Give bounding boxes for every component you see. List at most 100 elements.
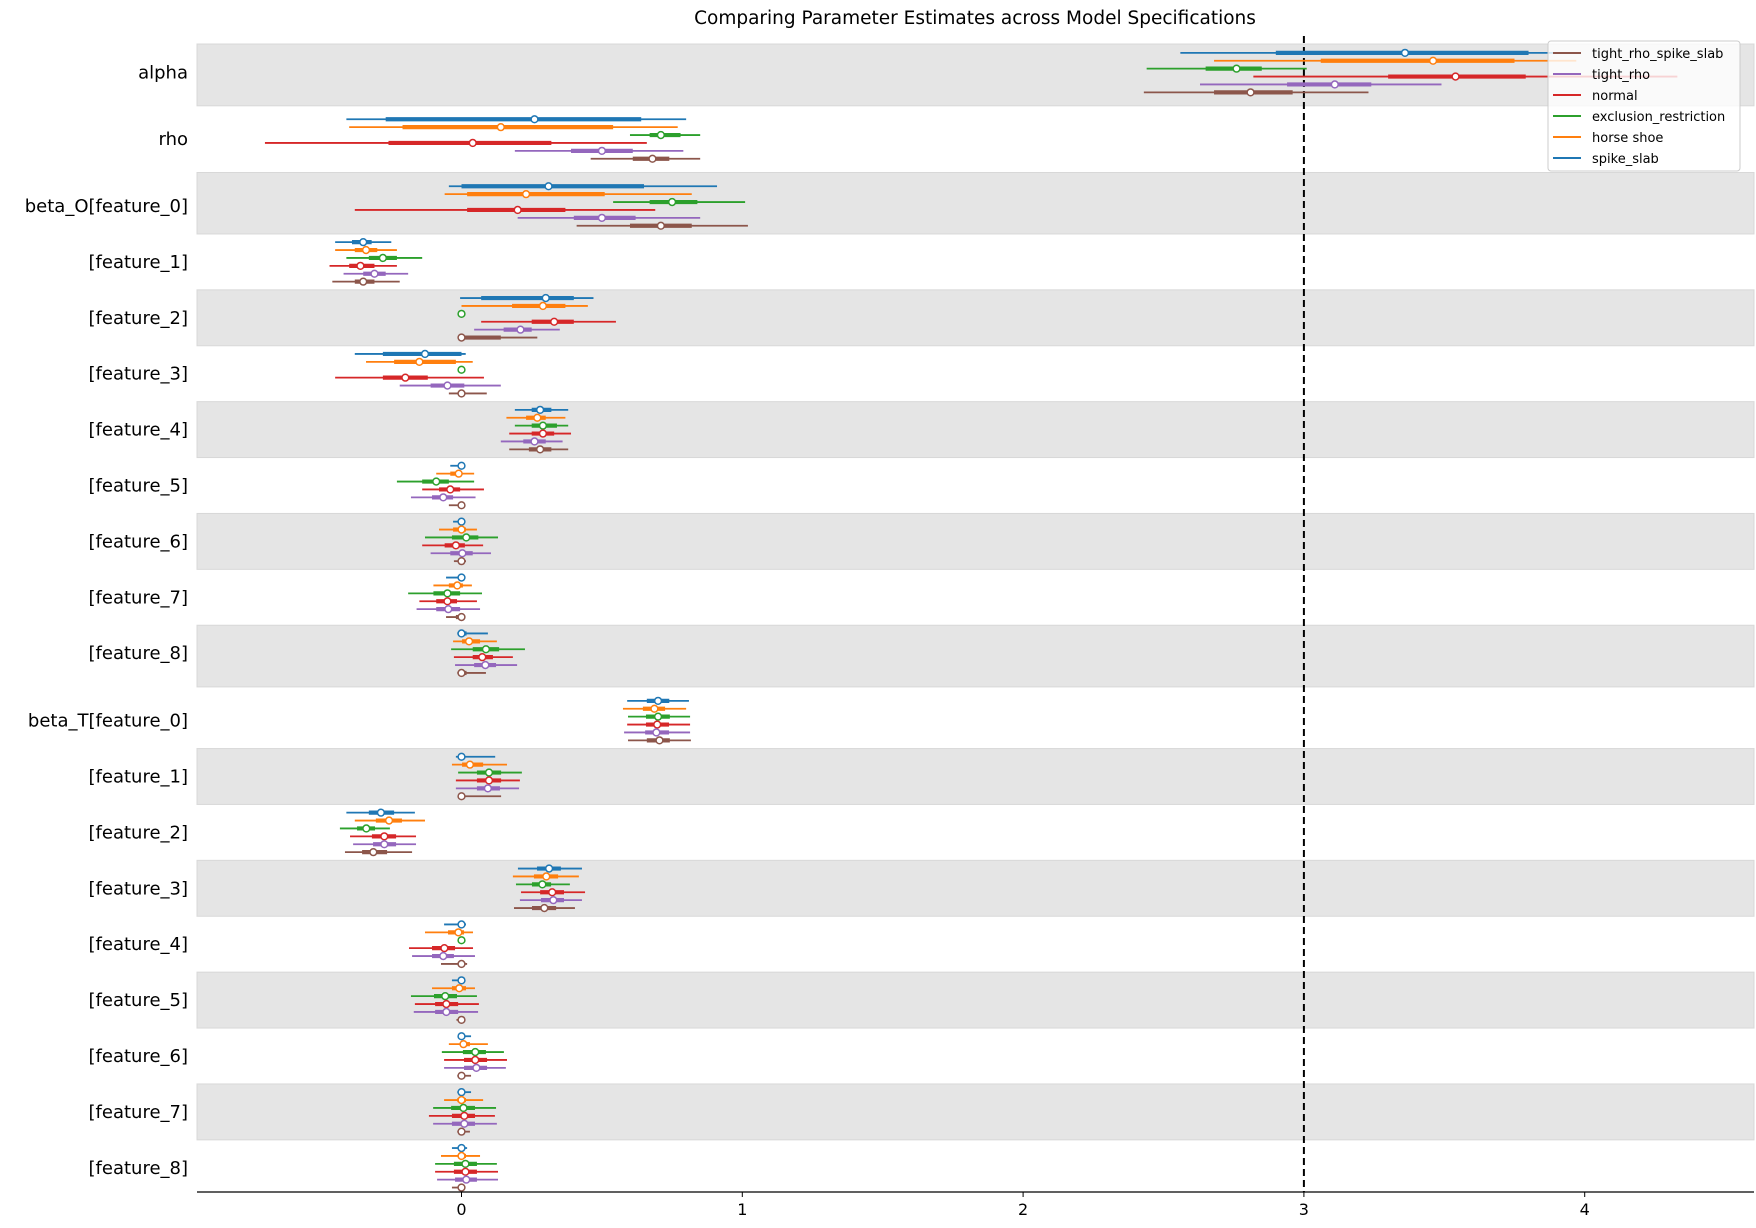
estimate-tight_rho	[430, 549, 491, 558]
median-point	[457, 629, 466, 638]
median-point	[655, 736, 664, 745]
parameter-label: [feature_1]	[89, 252, 188, 273]
estimate-horse-shoe	[439, 525, 477, 534]
estimate-exclusion_restriction	[457, 365, 466, 374]
estimate-horse-shoe	[441, 1151, 481, 1161]
estimate-tight_rho_spike_slab	[456, 1015, 466, 1024]
x-tick-label: 0	[456, 1200, 466, 1219]
estimate-spike_slab	[1180, 48, 1566, 57]
median-point	[457, 1071, 466, 1080]
median-point	[530, 115, 539, 124]
estimate-normal	[455, 776, 520, 785]
median-point	[484, 776, 494, 785]
median-point	[446, 485, 455, 494]
estimate-normal	[408, 944, 474, 953]
x-axis: 0 1 2 3 4	[197, 1191, 1754, 1219]
median-point	[457, 389, 466, 398]
median-point	[656, 221, 666, 230]
median-point	[542, 872, 551, 881]
median-point	[457, 333, 466, 342]
estimate-horse-shoe	[424, 928, 474, 937]
median-point	[530, 437, 539, 446]
estimate-exclusion_restriction	[410, 992, 477, 1001]
median-point	[468, 138, 477, 148]
median-point	[378, 253, 388, 263]
estimate-spike_slab	[450, 461, 466, 470]
median-point	[550, 317, 559, 326]
legend-item: exclusion_restriction	[1553, 110, 1725, 125]
row-band	[196, 289, 1755, 347]
estimate-spike_slab	[457, 629, 488, 638]
estimate-tight_rho	[413, 1007, 479, 1017]
median-point	[653, 720, 662, 729]
median-point	[444, 605, 453, 614]
median-point	[653, 712, 663, 721]
median-point	[455, 984, 464, 993]
median-point	[457, 752, 466, 761]
parameter-label: [feature_3]	[89, 364, 188, 385]
estimate-tight_rho	[514, 146, 684, 156]
estimate-tight_rho_spike_slab	[344, 848, 413, 857]
median-point	[369, 848, 378, 857]
estimate-horse-shoe	[461, 301, 588, 311]
estimate-tight_rho_spike_slab	[628, 736, 691, 745]
legend-label: tight_rho_spike_slab	[1592, 47, 1723, 62]
legend-label: tight_rho	[1592, 68, 1650, 83]
x-tick-label: 3	[1299, 1200, 1309, 1219]
estimate-normal	[414, 999, 479, 1009]
estimate-exclusion_restriction	[339, 824, 390, 833]
median-point	[461, 1167, 470, 1176]
median-point	[1246, 88, 1255, 97]
parameter-label: [feature_5]	[89, 990, 188, 1011]
estimate-exclusion_restriction	[435, 1159, 497, 1168]
median-point	[439, 493, 448, 502]
legend-item: horse shoe	[1553, 131, 1663, 146]
row-band	[196, 971, 1755, 1029]
median-point	[541, 293, 550, 303]
median-point	[465, 760, 475, 769]
estimate-tight_rho	[455, 660, 518, 670]
parameter-label: [feature_2]	[89, 822, 188, 843]
estimate-exclusion_restriction	[441, 1047, 504, 1057]
estimate-normal	[428, 1111, 495, 1120]
parameter-label: [feature_8]	[89, 643, 188, 664]
parameter-label: beta_O[feature_0]	[25, 196, 188, 217]
estimate-tight_rho_spike_slab	[332, 277, 400, 286]
median-point	[443, 381, 452, 390]
median-point	[359, 238, 368, 247]
median-point	[538, 880, 547, 889]
estimate-horse-shoe	[366, 357, 473, 367]
median-point	[535, 445, 545, 454]
estimate-normal	[350, 832, 417, 841]
estimate-horse-shoe	[433, 581, 472, 590]
estimate-horse-shoe	[453, 637, 497, 646]
median-point	[356, 261, 365, 271]
median-point	[1400, 48, 1410, 57]
median-point	[376, 808, 386, 817]
estimate-exclusion_restriction	[613, 197, 746, 207]
median-point	[457, 557, 466, 566]
estimate-normal	[627, 720, 691, 729]
estimate-tight_rho	[455, 784, 520, 793]
legend-label: normal	[1592, 89, 1638, 104]
estimate-tight_rho_spike_slab	[457, 792, 502, 801]
x-tick-label: 4	[1580, 1200, 1590, 1219]
estimate-exclusion_restriction	[457, 309, 466, 319]
estimate-tight_rho	[437, 1175, 499, 1184]
median-point	[457, 936, 466, 945]
row-band	[196, 401, 1755, 459]
estimate-exclusion_restriction	[458, 768, 522, 777]
median-point	[471, 1055, 480, 1065]
median-point	[538, 421, 548, 430]
estimate-exclusion_restriction	[629, 130, 701, 140]
median-point	[597, 146, 607, 156]
estimate-tight_rho_spike_slab	[446, 612, 466, 622]
median-point	[457, 1095, 466, 1105]
legend-item: tight_rho_spike_slab	[1553, 47, 1723, 62]
estimate-spike_slab	[451, 1143, 468, 1153]
median-point	[471, 1047, 480, 1057]
median-point	[1330, 80, 1339, 89]
median-point	[535, 405, 545, 415]
estimate-horse-shoe	[432, 984, 475, 993]
estimate-spike_slab	[335, 238, 392, 247]
